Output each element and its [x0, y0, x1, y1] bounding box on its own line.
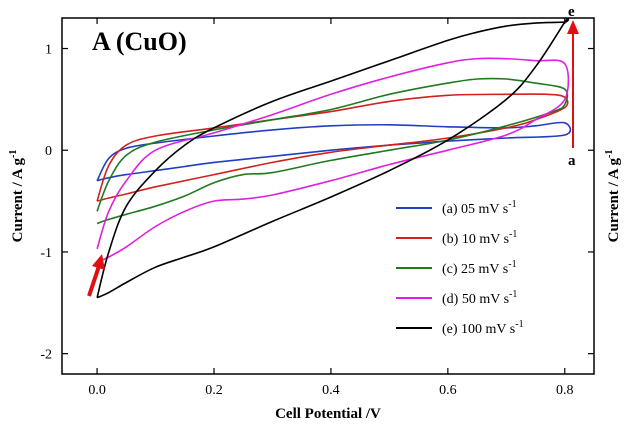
- ticks-layer: 0.0 0.2 0.4 0.6 0.8 -2 -1 0 1: [40, 18, 594, 398]
- legend-entry-d: (d) 50 mV s-1: [442, 289, 517, 307]
- legend-entry-sup: -1: [509, 289, 517, 300]
- series-line-e: [96, 17, 570, 299]
- legend-entry-sup: -1: [508, 199, 516, 210]
- curves-layer: [96, 17, 572, 299]
- series-line-a: [96, 121, 572, 182]
- legend-entry-e: (e) 100 mV s-1: [442, 319, 524, 337]
- legend-entry-text: (b) 10 mV s: [442, 232, 509, 247]
- legend-entry-a: (a) 05 mV s-1: [442, 199, 517, 217]
- legend-entry-sup: -1: [508, 259, 516, 270]
- annotation-label-a: a: [568, 153, 576, 169]
- series-line-c: [96, 77, 569, 225]
- legend-entry-text: (c) 25 mV s: [442, 262, 508, 277]
- x-tick-label: 0.6: [439, 383, 457, 398]
- x-tick-label: 0.8: [556, 383, 574, 398]
- x-tick-label: 0.4: [322, 383, 340, 398]
- x-tick-label: 0.0: [88, 383, 106, 398]
- start-arrowhead: [92, 254, 105, 270]
- y-axis-title-right-text: Current / A g: [606, 158, 622, 243]
- y-tick-label: 0: [45, 144, 52, 159]
- legend-entry-c: (c) 25 mV s-1: [442, 259, 517, 277]
- plot-frame: [61, 17, 595, 375]
- y-axis-title-right: Current / A g-1: [604, 150, 622, 243]
- legend: (a) 05 mV s-1(b) 10 mV s-1(c) 25 mV s-1(…: [396, 199, 524, 337]
- chart-title: A (CuO): [92, 27, 187, 56]
- y-axis-title-left: Current / A g-1: [8, 150, 26, 243]
- y-axis-title-left-sup: -1: [8, 150, 19, 158]
- y-tick-label: -2: [40, 348, 52, 363]
- y-axis-title-right-sup: -1: [604, 150, 615, 158]
- annotation-label-e: e: [568, 4, 575, 20]
- y-tick-label: -1: [40, 246, 52, 261]
- x-axis-title: Cell Potential /V: [275, 406, 381, 422]
- y-axis-title-left-text: Current / A g: [10, 158, 26, 243]
- series-line-b: [96, 93, 569, 202]
- series-line-d: [96, 57, 570, 263]
- legend-entry-sup: -1: [509, 229, 517, 240]
- start-arrow-shaft: [87, 262, 102, 297]
- legend-entry-text: (e) 100 mV s: [442, 322, 515, 337]
- legend-entry-b: (b) 10 mV s-1: [442, 229, 517, 247]
- annotation-arrowhead-e: [567, 20, 579, 34]
- y-tick-label: 1: [45, 43, 52, 58]
- legend-entry-text: (a) 05 mV s: [442, 202, 508, 217]
- x-tick-label: 0.2: [205, 383, 223, 398]
- legend-entry-text: (d) 50 mV s: [442, 292, 509, 307]
- legend-entry-sup: -1: [515, 319, 523, 330]
